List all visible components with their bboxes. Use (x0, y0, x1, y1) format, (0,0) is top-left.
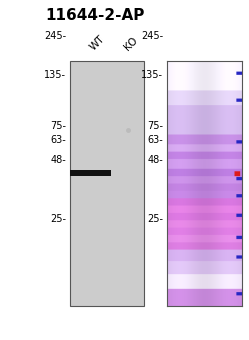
Text: 75-: 75- (147, 121, 163, 132)
Text: 48-: 48- (50, 155, 66, 166)
Text: 135-: 135- (44, 70, 66, 81)
Text: 63-: 63- (147, 135, 163, 145)
Text: 63-: 63- (50, 135, 66, 145)
Text: 48-: 48- (147, 155, 163, 166)
Text: 25-: 25- (50, 214, 66, 224)
Bar (70, 170, 111, 176)
Text: 25-: 25- (147, 214, 163, 224)
Text: 135-: 135- (141, 70, 163, 81)
Text: KO: KO (123, 35, 140, 53)
Text: 11644-2-AP: 11644-2-AP (45, 8, 144, 23)
Text: 245-: 245- (141, 31, 163, 41)
Text: WT: WT (88, 34, 106, 53)
Text: 245-: 245- (44, 31, 66, 41)
Bar (70, 61, 144, 306)
Text: 75-: 75- (50, 121, 66, 132)
